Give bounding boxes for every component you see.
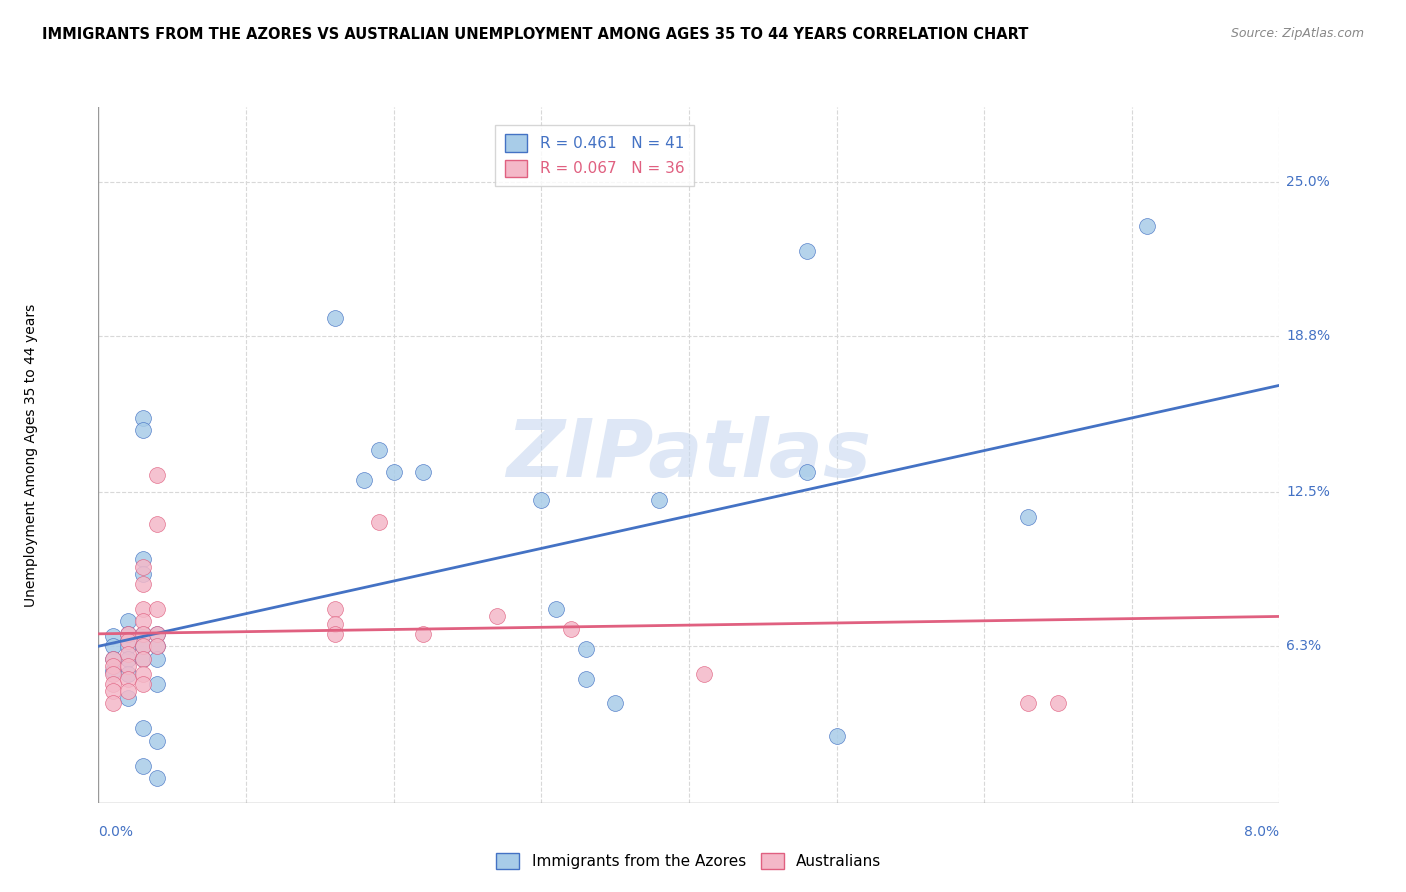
- Point: [825, 729, 848, 743]
- Text: 12.5%: 12.5%: [1286, 485, 1330, 500]
- Point: [146, 733, 169, 747]
- Point: [117, 666, 139, 681]
- Point: [103, 666, 124, 681]
- Point: [1017, 697, 1039, 711]
- Point: [132, 639, 155, 653]
- Point: [132, 602, 155, 616]
- Point: [132, 559, 155, 574]
- Point: [117, 651, 139, 665]
- Text: Unemployment Among Ages 35 to 44 years: Unemployment Among Ages 35 to 44 years: [24, 303, 38, 607]
- Point: [367, 442, 389, 457]
- Point: [117, 672, 139, 686]
- Text: 25.0%: 25.0%: [1286, 175, 1330, 188]
- Point: [146, 639, 169, 653]
- Point: [367, 515, 389, 529]
- Point: [132, 758, 155, 772]
- Point: [530, 492, 553, 507]
- Point: [103, 684, 124, 698]
- Point: [146, 639, 169, 653]
- Point: [353, 473, 375, 487]
- Point: [382, 466, 405, 480]
- Point: [117, 691, 139, 706]
- Point: [146, 627, 169, 641]
- Point: [117, 634, 139, 648]
- Text: 6.3%: 6.3%: [1286, 640, 1322, 653]
- Point: [132, 627, 155, 641]
- Point: [103, 659, 124, 673]
- Point: [132, 577, 155, 591]
- Point: [103, 651, 124, 665]
- Point: [132, 639, 155, 653]
- Point: [560, 622, 582, 636]
- Point: [146, 676, 169, 690]
- Point: [648, 492, 671, 507]
- Point: [323, 616, 346, 631]
- Point: [132, 410, 155, 425]
- Point: [544, 602, 567, 616]
- Text: Source: ZipAtlas.com: Source: ZipAtlas.com: [1230, 27, 1364, 40]
- Point: [117, 647, 139, 661]
- Point: [117, 627, 139, 641]
- Text: 0.0%: 0.0%: [98, 825, 134, 839]
- Point: [412, 627, 434, 641]
- Text: 18.8%: 18.8%: [1286, 328, 1330, 343]
- Point: [103, 676, 124, 690]
- Point: [574, 672, 596, 686]
- Point: [796, 244, 818, 259]
- Point: [117, 627, 139, 641]
- Legend: Immigrants from the Azores, Australians: Immigrants from the Azores, Australians: [491, 847, 887, 875]
- Text: IMMIGRANTS FROM THE AZORES VS AUSTRALIAN UNEMPLOYMENT AMONG AGES 35 TO 44 YEARS : IMMIGRANTS FROM THE AZORES VS AUSTRALIAN…: [42, 27, 1029, 42]
- Point: [117, 659, 139, 673]
- Point: [132, 666, 155, 681]
- Point: [412, 466, 434, 480]
- Point: [103, 629, 124, 643]
- Point: [323, 602, 346, 616]
- Point: [132, 552, 155, 566]
- Point: [323, 311, 346, 326]
- Point: [132, 615, 155, 629]
- Point: [146, 517, 169, 532]
- Point: [117, 639, 139, 653]
- Point: [132, 567, 155, 582]
- Point: [146, 771, 169, 785]
- Point: [132, 651, 155, 665]
- Point: [146, 651, 169, 665]
- Legend: R = 0.461   N = 41, R = 0.067   N = 36: R = 0.461 N = 41, R = 0.067 N = 36: [495, 125, 693, 186]
- Point: [605, 697, 627, 711]
- Text: ZIPatlas: ZIPatlas: [506, 416, 872, 494]
- Point: [146, 602, 169, 616]
- Point: [103, 651, 124, 665]
- Point: [485, 609, 508, 624]
- Point: [693, 666, 716, 681]
- Point: [132, 627, 155, 641]
- Point: [103, 697, 124, 711]
- Point: [1135, 219, 1157, 234]
- Point: [103, 664, 124, 678]
- Point: [103, 639, 124, 653]
- Point: [117, 615, 139, 629]
- Point: [132, 676, 155, 690]
- Point: [117, 684, 139, 698]
- Point: [132, 651, 155, 665]
- Point: [1046, 697, 1069, 711]
- Point: [323, 627, 346, 641]
- Point: [132, 423, 155, 437]
- Point: [574, 641, 596, 656]
- Point: [132, 721, 155, 735]
- Point: [796, 466, 818, 480]
- Point: [146, 627, 169, 641]
- Point: [1017, 510, 1039, 524]
- Point: [146, 467, 169, 482]
- Text: 8.0%: 8.0%: [1244, 825, 1279, 839]
